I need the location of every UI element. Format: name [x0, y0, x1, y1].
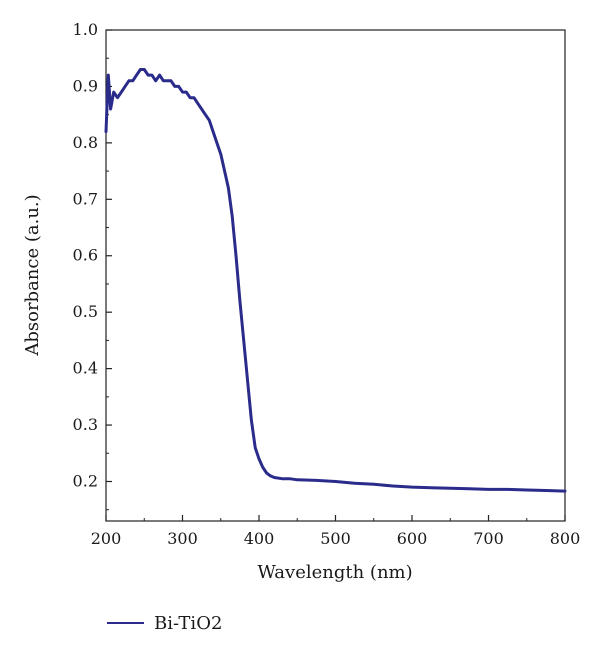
x-axis-label: Wavelength (nm): [257, 562, 412, 583]
plot-frame: [105, 29, 566, 522]
y-tick-label: 0.6: [73, 246, 98, 265]
x-tick-label: 600: [397, 529, 428, 548]
y-tick-label: 0.7: [73, 189, 98, 208]
x-tick-label: 800: [550, 529, 581, 548]
y-tick-label: 0.2: [73, 471, 98, 490]
y-axis: 0.2 0.3 0.4 0.5 0.6 0.7 0.8 0.9 1.0: [73, 20, 112, 511]
series-line-bi-tio2: [104, 68, 567, 493]
y-tick-label: 1.0: [73, 20, 98, 39]
x-axis: 200 300 400 500 600 700 800: [91, 515, 581, 548]
y-axis-label: Absorbance (a.u.): [22, 194, 43, 356]
y-tick-label: 0.8: [73, 133, 98, 152]
x-tick-label: 200: [91, 529, 122, 548]
legend-label-bi-tio2: Bi-TiO2: [154, 613, 222, 634]
y-tick-label: 0.9: [73, 76, 98, 95]
y-tick-label: 0.3: [73, 415, 98, 434]
y-tick-label: 0.5: [73, 302, 98, 321]
x-tick-label: 700: [473, 529, 504, 548]
x-tick-label: 400: [244, 529, 275, 548]
legend: Bi-TiO2: [107, 613, 222, 634]
x-tick-label: 300: [167, 529, 198, 548]
y-tick-label: 0.4: [73, 359, 98, 378]
x-tick-label: 500: [320, 529, 351, 548]
